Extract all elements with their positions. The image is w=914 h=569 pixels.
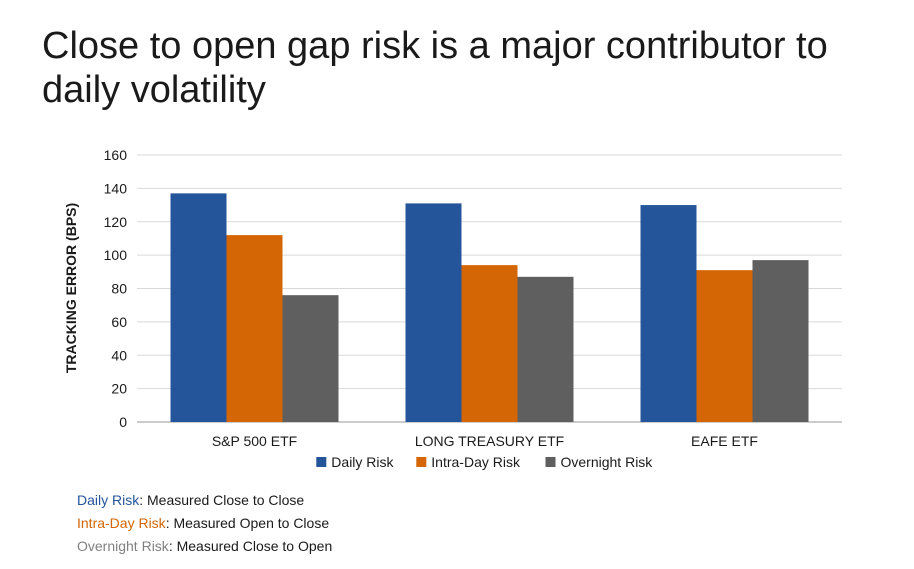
definition-intra-day-risk: Intra-Day Risk: Measured Open to Close <box>77 512 332 535</box>
y-tick-label: 80 <box>111 281 127 297</box>
y-tick-label: 20 <box>111 381 127 397</box>
definition-text: : Measured Close to Open <box>168 538 333 554</box>
bar-intra-day-risk <box>226 235 283 422</box>
bar-intra-day-risk <box>461 265 518 422</box>
legend-swatch <box>545 457 556 467</box>
y-tick-label: 0 <box>119 414 127 430</box>
definition-term: Overnight Risk <box>77 538 169 554</box>
bar-overnight-risk <box>752 260 809 422</box>
x-tick-label: LONG TREASURY ETF <box>415 433 564 449</box>
legend-label: Intra-Day Risk <box>431 454 521 470</box>
bar-overnight-risk <box>517 276 574 422</box>
y-axis-ticks: 0 20 40 60 80 100 120 140 160 <box>104 147 128 430</box>
legend-swatch <box>416 457 427 467</box>
y-tick-label: 40 <box>111 347 127 363</box>
bar-overnight-risk <box>282 295 339 422</box>
definition-daily-risk: Daily Risk: Measured Close to Close <box>77 489 332 512</box>
bars <box>170 193 809 422</box>
bar-intra-day-risk <box>696 270 753 422</box>
definitions: Daily Risk: Measured Close to Close Intr… <box>77 489 332 558</box>
y-tick-label: 160 <box>104 147 128 163</box>
x-tick-label: S&P 500 ETF <box>212 433 297 449</box>
definition-term: Intra-Day Risk <box>77 515 166 531</box>
chart-title: Close to open gap risk is a major contri… <box>42 25 828 111</box>
bar-daily-risk <box>405 203 462 422</box>
y-tick-label: 100 <box>104 247 128 263</box>
bar-daily-risk <box>640 205 697 422</box>
bar-daily-risk <box>170 193 227 422</box>
x-tick-label: EAFE ETF <box>691 433 758 449</box>
y-tick-label: 60 <box>111 314 127 330</box>
y-tick-label: 120 <box>104 214 128 230</box>
legend-swatch <box>316 457 327 467</box>
x-axis-ticks: S&P 500 ETF LONG TREASURY ETF EAFE ETF <box>212 433 758 449</box>
y-axis-label: TRACKING ERROR (BPS) <box>63 203 79 373</box>
legend-label: Overnight Risk <box>561 454 654 470</box>
legend: Daily Risk Intra-Day Risk Overnight Risk <box>316 454 653 470</box>
y-tick-label: 140 <box>104 180 128 196</box>
definition-term: Daily Risk <box>77 492 140 508</box>
legend-label: Daily Risk <box>331 454 394 470</box>
definition-text: : Measured Close to Close <box>139 492 305 508</box>
definition-overnight-risk: Overnight Risk: Measured Close to Open <box>77 535 332 558</box>
definition-text: : Measured Open to Close <box>165 515 330 531</box>
